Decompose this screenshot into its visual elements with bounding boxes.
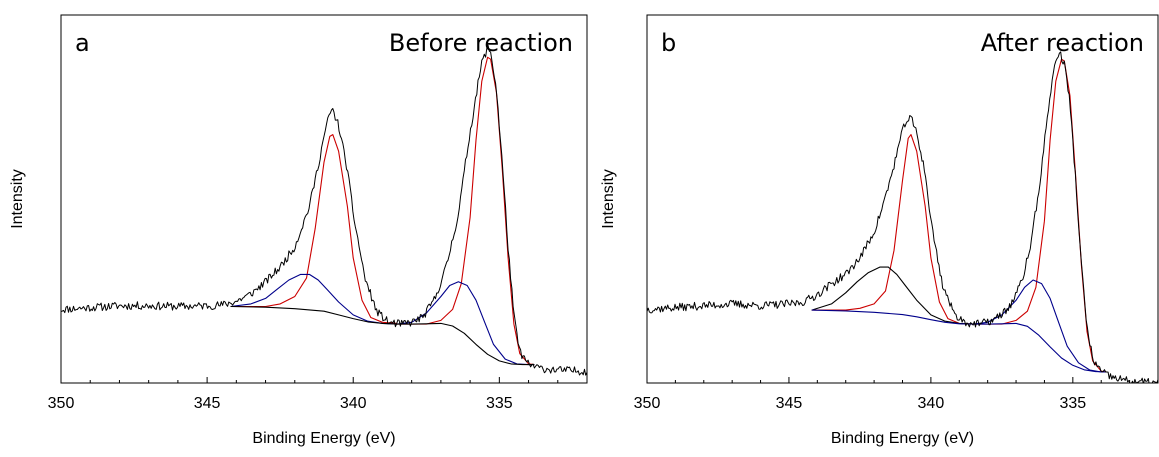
plot-area xyxy=(647,51,1158,383)
y-axis-label: Intensity xyxy=(600,169,617,229)
panel-title: After reaction xyxy=(981,29,1144,57)
plot-frame xyxy=(646,14,1159,384)
fit-component-blue-2 xyxy=(230,273,398,325)
x-tick-label-345: 345 xyxy=(776,395,803,412)
chart-panel-a: 350 345 340 335 Binding Energy (eV) Intensity… xyxy=(9,14,588,447)
x-axis-label: Binding Energy (eV) xyxy=(252,430,395,447)
fit-component-red-1 xyxy=(397,56,535,366)
plot-frame xyxy=(60,14,588,384)
measured-spectrum xyxy=(61,45,587,376)
y-axis-label: Intensity xyxy=(9,169,26,229)
x-axis-label: Binding Energy (eV) xyxy=(831,430,974,447)
fit-component-red-0 xyxy=(230,134,398,324)
chart-panel-b: 350 345 340 335 Binding Energy (eV) Intensity… xyxy=(600,14,1159,447)
fit-component-black-2 xyxy=(811,266,974,325)
x-tick-label-345: 345 xyxy=(194,395,221,412)
panel-letter: b xyxy=(661,29,676,57)
measured-spectrum xyxy=(647,51,1158,383)
panel-title: Before reaction xyxy=(389,29,573,57)
fit-component-blue-3 xyxy=(973,279,1107,373)
x-tick-label-340: 340 xyxy=(918,395,945,412)
x-tick-label-350: 350 xyxy=(48,395,75,412)
plot-area xyxy=(61,45,587,376)
panel-letter: a xyxy=(75,29,90,57)
x-tick-label-335: 335 xyxy=(1059,395,1086,412)
fit-component-blue-4 xyxy=(811,309,1107,373)
fit-component-blue-3 xyxy=(397,281,535,366)
x-tick-label-350: 350 xyxy=(634,395,661,412)
fit-component-background-4 xyxy=(230,305,535,366)
x-tick-label-340: 340 xyxy=(340,395,367,412)
fit-component-red-0 xyxy=(811,134,974,325)
x-tick-label-335: 335 xyxy=(486,395,513,412)
